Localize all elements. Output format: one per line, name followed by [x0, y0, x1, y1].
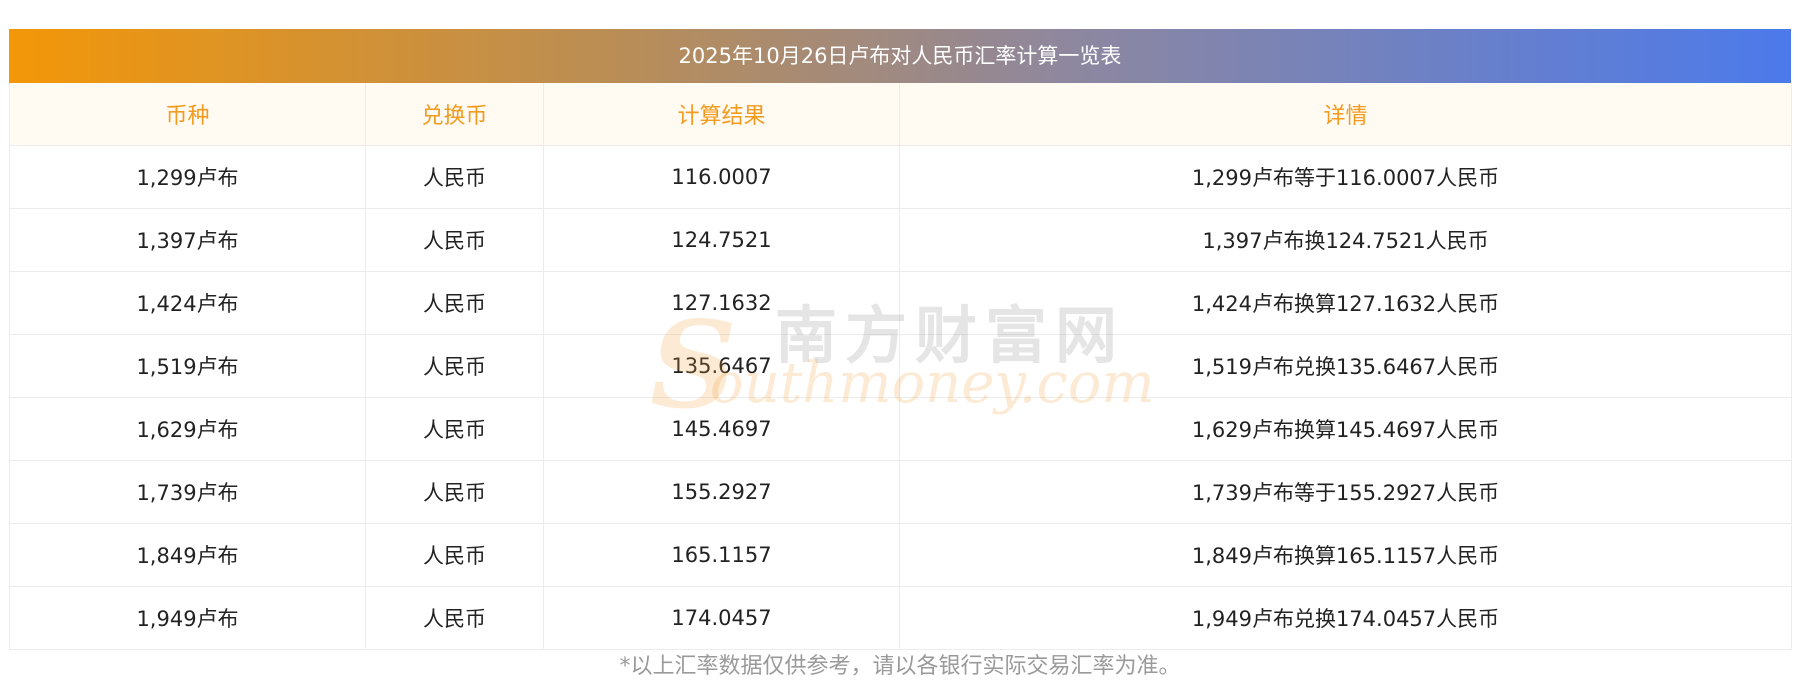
cell-result: 116.0007 [543, 145, 900, 209]
exchange-rate-table: 币种 兑换币 计算结果 详情 1,299卢布 人民币 116.0007 1,29… [9, 83, 1792, 650]
cell-target: 人民币 [365, 145, 544, 209]
cell-target: 人民币 [365, 397, 544, 461]
cell-detail: 1,849卢布换算165.1157人民币 [899, 523, 1792, 587]
cell-result: 124.7521 [543, 208, 900, 272]
cell-detail: 1,949卢布兑换174.0457人民币 [899, 586, 1792, 650]
table-row: 1,949卢布 人民币 174.0457 1,949卢布兑换174.0457人民… [9, 586, 1792, 650]
cell-target: 人民币 [365, 523, 544, 587]
cell-result: 165.1157 [543, 523, 900, 587]
table-row: 1,739卢布 人民币 155.2927 1,739卢布等于155.2927人民… [9, 460, 1792, 524]
cell-result: 155.2927 [543, 460, 900, 524]
cell-detail: 1,739卢布等于155.2927人民币 [899, 460, 1792, 524]
cell-currency: 1,849卢布 [9, 523, 366, 587]
table-header-row: 币种 兑换币 计算结果 详情 [9, 83, 1792, 146]
disclaimer-footnote: *以上汇率数据仅供参考，请以各银行实际交易汇率为准。 [619, 654, 1181, 679]
cell-target: 人民币 [365, 271, 544, 335]
cell-detail: 1,629卢布换算145.4697人民币 [899, 397, 1792, 461]
exchange-rate-table-container: 2025年10月26日卢布对人民币汇率计算一览表 币种 兑换币 计算结果 详情 … [9, 29, 1792, 650]
header-detail: 详情 [899, 83, 1792, 146]
cell-currency: 1,299卢布 [9, 145, 366, 209]
cell-target: 人民币 [365, 208, 544, 272]
cell-result: 127.1632 [543, 271, 900, 335]
cell-result: 145.4697 [543, 397, 900, 461]
cell-target: 人民币 [365, 586, 544, 650]
cell-currency: 1,949卢布 [9, 586, 366, 650]
cell-target: 人民币 [365, 460, 544, 524]
cell-currency: 1,397卢布 [9, 208, 366, 272]
cell-target: 人民币 [365, 334, 544, 398]
table-row: 1,424卢布 人民币 127.1632 1,424卢布换算127.1632人民… [9, 271, 1792, 335]
table-row: 1,849卢布 人民币 165.1157 1,849卢布换算165.1157人民… [9, 523, 1792, 587]
cell-detail: 1,424卢布换算127.1632人民币 [899, 271, 1792, 335]
cell-currency: 1,424卢布 [9, 271, 366, 335]
cell-result: 174.0457 [543, 586, 900, 650]
table-title: 2025年10月26日卢布对人民币汇率计算一览表 [9, 29, 1791, 83]
cell-detail: 1,519卢布兑换135.6467人民币 [899, 334, 1792, 398]
table-row: 1,397卢布 人民币 124.7521 1,397卢布换124.7521人民币 [9, 208, 1792, 272]
header-target-currency: 兑换币 [365, 83, 544, 146]
cell-detail: 1,397卢布换124.7521人民币 [899, 208, 1792, 272]
cell-currency: 1,519卢布 [9, 334, 366, 398]
cell-result: 135.6467 [543, 334, 900, 398]
header-currency: 币种 [9, 83, 366, 146]
table-row: 1,519卢布 人民币 135.6467 1,519卢布兑换135.6467人民… [9, 334, 1792, 398]
table-row: 1,629卢布 人民币 145.4697 1,629卢布换算145.4697人民… [9, 397, 1792, 461]
table-row: 1,299卢布 人民币 116.0007 1,299卢布等于116.0007人民… [9, 145, 1792, 209]
header-result: 计算结果 [543, 83, 900, 146]
cell-currency: 1,739卢布 [9, 460, 366, 524]
cell-currency: 1,629卢布 [9, 397, 366, 461]
cell-detail: 1,299卢布等于116.0007人民币 [899, 145, 1792, 209]
